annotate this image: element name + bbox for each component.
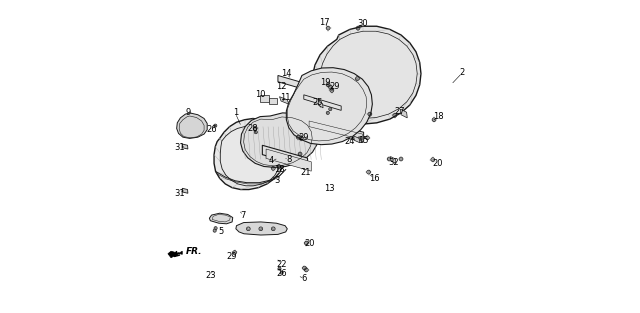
Text: 21: 21 xyxy=(301,167,311,177)
Circle shape xyxy=(326,111,330,115)
Bar xyxy=(260,95,269,102)
Text: 29: 29 xyxy=(330,82,340,91)
Polygon shape xyxy=(241,113,319,167)
Text: 12: 12 xyxy=(276,82,286,91)
Circle shape xyxy=(214,124,217,127)
Text: 20: 20 xyxy=(304,239,315,248)
Circle shape xyxy=(255,131,257,133)
Text: FR.: FR. xyxy=(186,247,202,256)
Text: 18: 18 xyxy=(433,112,444,121)
Text: 6: 6 xyxy=(301,274,307,283)
Circle shape xyxy=(246,227,250,231)
Circle shape xyxy=(271,227,275,231)
Text: 11: 11 xyxy=(280,93,291,102)
Circle shape xyxy=(273,228,274,230)
Polygon shape xyxy=(390,156,396,163)
Bar xyxy=(269,98,277,104)
Text: 26: 26 xyxy=(206,125,217,134)
Circle shape xyxy=(358,138,360,139)
Circle shape xyxy=(260,228,262,230)
Polygon shape xyxy=(286,68,372,145)
Circle shape xyxy=(213,229,216,232)
Polygon shape xyxy=(168,251,182,258)
Polygon shape xyxy=(318,101,323,108)
Text: 31: 31 xyxy=(174,189,184,198)
Circle shape xyxy=(248,228,249,230)
Text: 19: 19 xyxy=(321,78,331,87)
Text: 15: 15 xyxy=(358,136,368,145)
Text: 5: 5 xyxy=(218,228,223,236)
Polygon shape xyxy=(280,97,289,104)
Text: 31: 31 xyxy=(174,143,184,152)
Polygon shape xyxy=(401,109,407,118)
Circle shape xyxy=(214,125,216,126)
Circle shape xyxy=(329,108,332,111)
Text: 29: 29 xyxy=(298,133,309,142)
Text: 25: 25 xyxy=(313,98,323,107)
Text: 7: 7 xyxy=(241,211,246,220)
Text: 30: 30 xyxy=(358,19,368,28)
Text: 20: 20 xyxy=(432,159,442,168)
Polygon shape xyxy=(278,75,323,95)
Circle shape xyxy=(254,131,257,134)
Circle shape xyxy=(281,272,282,274)
Text: 10: 10 xyxy=(255,90,266,99)
Text: 26: 26 xyxy=(276,269,287,278)
Text: 16: 16 xyxy=(369,174,380,183)
Polygon shape xyxy=(182,144,188,149)
Polygon shape xyxy=(262,145,308,167)
Polygon shape xyxy=(214,119,285,190)
Polygon shape xyxy=(209,213,233,224)
Circle shape xyxy=(349,136,353,139)
Polygon shape xyxy=(312,26,421,124)
Polygon shape xyxy=(354,136,360,143)
Text: 28: 28 xyxy=(248,124,259,133)
Text: 1: 1 xyxy=(232,108,238,117)
Circle shape xyxy=(279,268,280,269)
Text: 14: 14 xyxy=(281,69,292,79)
Circle shape xyxy=(278,267,281,270)
Text: 18: 18 xyxy=(274,165,285,174)
Polygon shape xyxy=(236,222,287,235)
Polygon shape xyxy=(182,188,188,193)
Polygon shape xyxy=(266,149,311,171)
Circle shape xyxy=(358,137,361,140)
Text: 13: 13 xyxy=(324,184,335,193)
Text: 2: 2 xyxy=(460,69,465,78)
Text: 8: 8 xyxy=(286,155,292,164)
Polygon shape xyxy=(177,113,207,138)
Text: 24: 24 xyxy=(345,137,355,146)
Circle shape xyxy=(215,228,216,229)
Text: 22: 22 xyxy=(276,259,287,269)
Circle shape xyxy=(214,227,217,230)
Circle shape xyxy=(351,137,352,139)
Text: 3: 3 xyxy=(275,176,280,185)
Text: 9: 9 xyxy=(186,108,191,117)
Text: 27: 27 xyxy=(394,107,405,116)
Circle shape xyxy=(327,112,328,114)
Text: 17: 17 xyxy=(319,18,330,27)
Text: 23: 23 xyxy=(205,271,216,280)
Polygon shape xyxy=(308,119,364,141)
Polygon shape xyxy=(304,95,341,110)
Text: 32: 32 xyxy=(388,158,399,167)
Circle shape xyxy=(330,108,331,110)
Circle shape xyxy=(214,230,216,231)
Text: 4: 4 xyxy=(269,156,275,165)
Text: 29: 29 xyxy=(227,252,237,261)
Circle shape xyxy=(280,271,284,274)
Circle shape xyxy=(259,227,262,231)
